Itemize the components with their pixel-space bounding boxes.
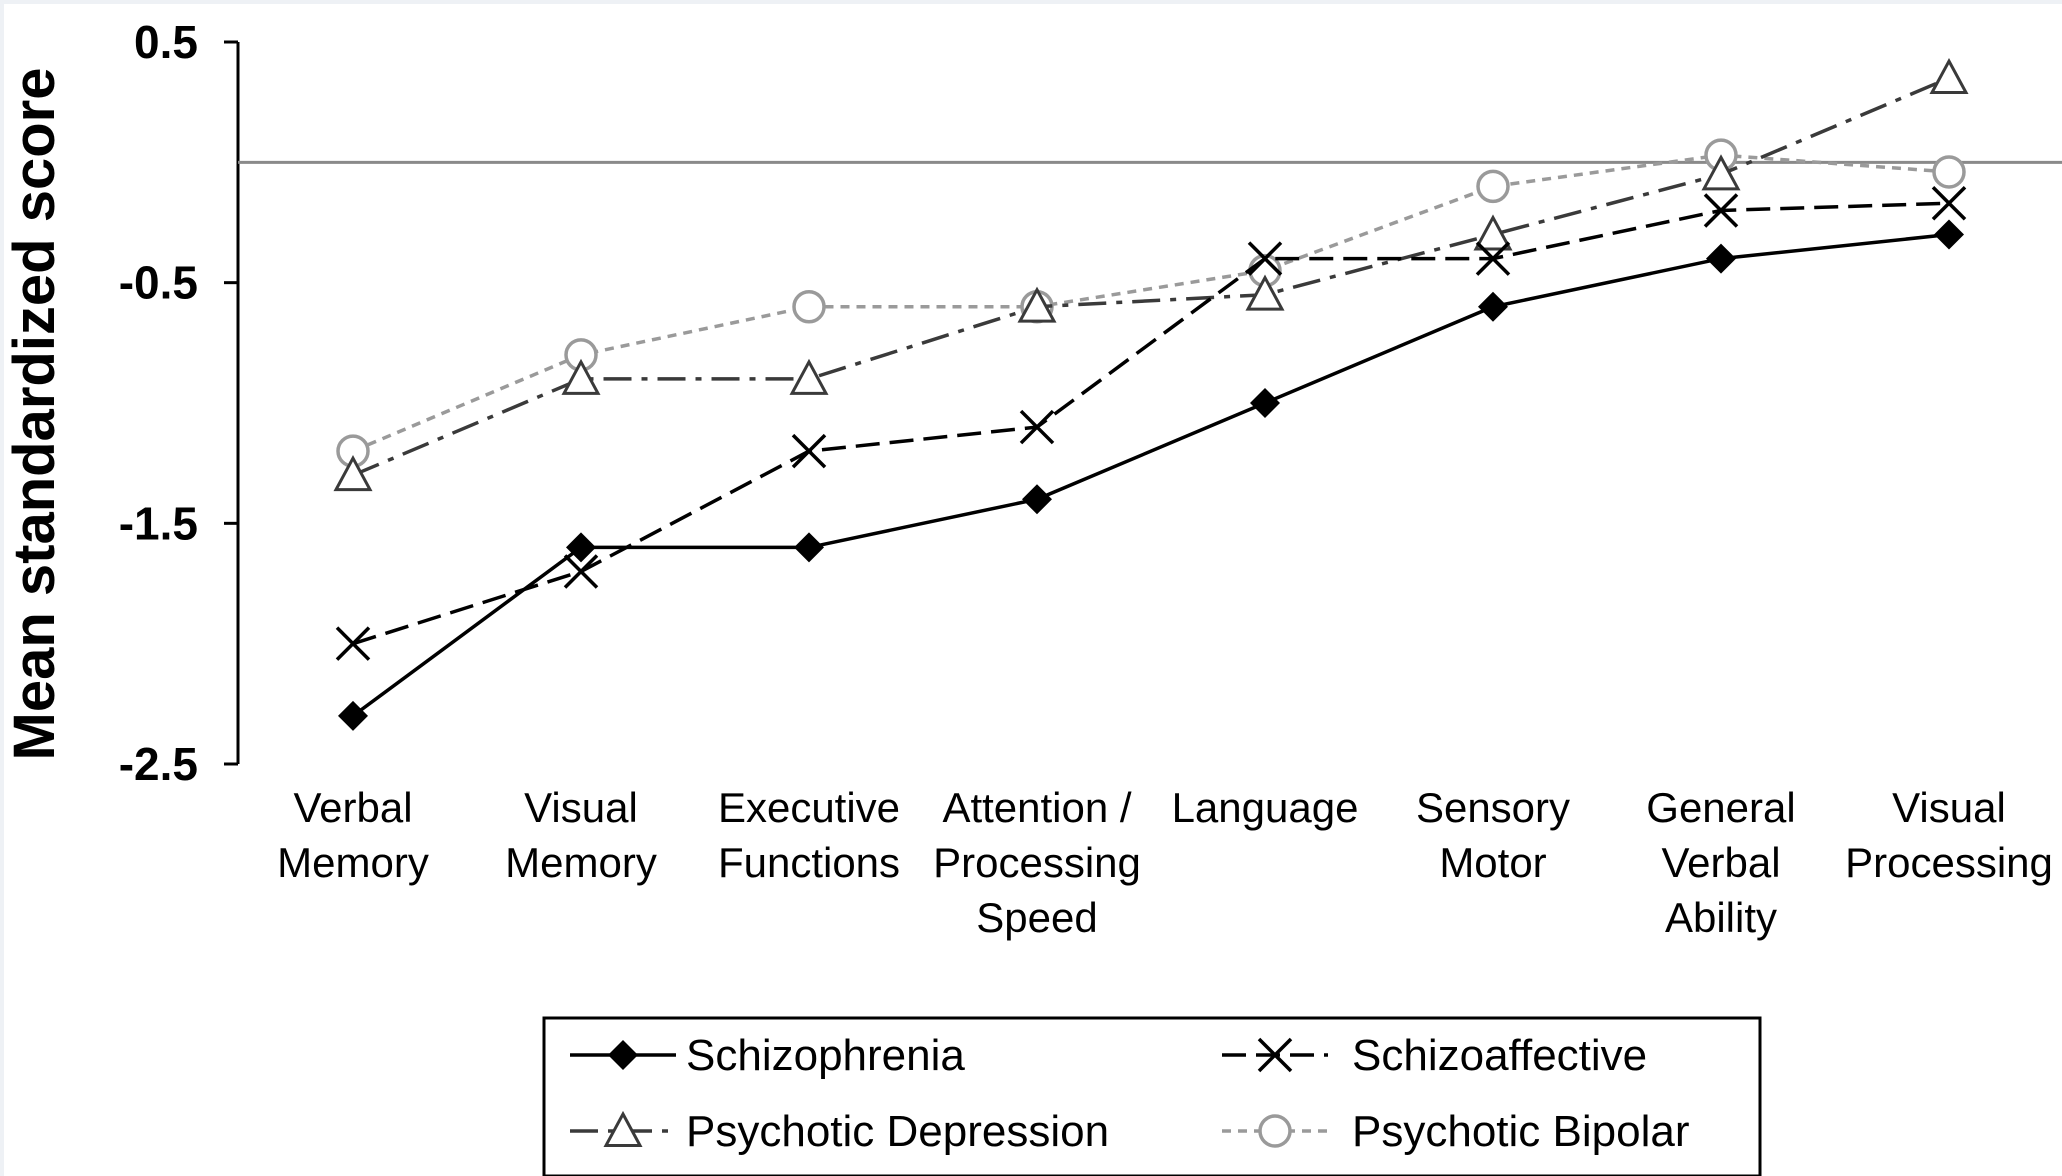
x-tick-label-line: Executive [718,784,900,831]
marker-x-stroke [1019,409,1055,445]
marker-x [563,554,599,589]
left-border [0,0,4,1176]
marker-x [1931,186,1967,221]
marker-x [1475,241,1511,276]
legend-item: Schizoaffective [1222,1031,1647,1080]
x-tick-label-line: General [1646,784,1795,831]
legend-items: Schizophrenia Schizoaffective Psychotic De… [570,1031,1689,1156]
legend-item: Schizophrenia [570,1031,965,1080]
legend-label: Psychotic Bipolar [1352,1107,1689,1156]
x-tick-label-line: Sensory [1416,784,1570,831]
legend-label: Psychotic Depression [686,1107,1109,1156]
x-tick-label-line: Memory [277,839,429,886]
x-tick-label-line: Visual [524,784,638,831]
marker-triangle [1701,154,1741,191]
x-tick-label: Executive Functions [718,784,900,886]
series-psychotic-depression [333,57,1969,492]
marker-x-stroke [791,433,827,469]
legend-label: Schizophrenia [686,1031,965,1080]
axes [224,40,2062,766]
marker-x [1703,193,1739,228]
marker-triangle [1245,274,1285,311]
series-line [352,201,1950,646]
x-tick-label-line: Functions [718,839,900,886]
legend-item: Psychotic Bipolar [1222,1107,1689,1156]
x-tick-label: Visual Memory [505,784,657,886]
legend-label: Schizoaffective [1352,1031,1647,1080]
marker-triangle [789,358,829,395]
marker-x [1019,409,1055,445]
y-ticks: 0.5 -0.5 -1.5 -2.5 [119,16,198,790]
x-tick-label-line: Processing [1845,839,2053,886]
legend-box [542,1016,1762,1176]
series-line [352,76,1950,477]
legend-item: Psychotic Depression [570,1107,1109,1156]
y-axis-title: Mean standardized score [2,68,67,761]
marker-x-stroke [1247,241,1283,276]
marker-diamond [1934,219,1964,250]
x-tick-label: Sensory Motor [1416,784,1570,886]
y-tick-label: -1.5 [119,497,198,549]
x-tick-label: Attention / Processing Speed [933,784,1141,941]
x-tick-label-line: Attention / [942,784,1131,831]
x-tick-label-line: Ability [1665,894,1777,941]
marker-diamond [1706,243,1736,274]
marker-x [1257,1037,1293,1073]
marker-diamond [1478,291,1508,322]
marker-x-stroke [1931,186,1967,221]
marker-x-stroke [1257,1037,1293,1073]
legend: Schizophrenia Schizoaffective Psychotic De… [542,1016,1762,1176]
x-tick-label: Verbal Memory [277,784,429,886]
marker-diamond [1250,388,1280,418]
marker-triangle [333,455,373,492]
marker-x [335,626,371,661]
x-tick-label: Language [1172,784,1359,831]
x-tick-label-line: Processing [933,839,1141,886]
marker-circle [792,289,826,324]
x-tick-label-line: Verbal [1661,839,1780,886]
marker-triangle [1017,286,1057,323]
y-tick-label: -0.5 [119,257,198,309]
x-tick-label-line: Memory [505,839,657,886]
x-tick-label-line: Language [1172,784,1359,831]
marker-triangle [561,358,601,395]
marker-diamond [608,1040,638,1070]
series-line [352,153,1950,453]
marker-x-stroke [335,626,371,661]
marker-triangle [603,1110,643,1147]
x-tick-label: General Verbal Ability [1646,784,1795,941]
marker-triangle [1473,214,1513,251]
x-tick-label-line: Motor [1439,839,1546,886]
series-layer [333,57,1969,731]
marker-diamond [1022,484,1052,515]
series-schizophrenia [338,219,1964,731]
x-tick-label-line: Verbal [293,784,412,831]
marker-x [791,433,827,469]
series-schizoaffective [335,186,1967,661]
marker-diamond [338,700,368,731]
x-tick-label-line: Speed [976,894,1097,941]
marker-x [1247,241,1283,276]
marker-x-stroke [563,554,599,589]
top-border [0,0,2062,4]
marker-circle [1932,155,1966,189]
marker-circle [1258,1114,1292,1148]
y-tick-label: -2.5 [119,738,198,790]
marker-circle [1476,169,1510,204]
marker-x-stroke [1475,241,1511,276]
marker-x-stroke [1703,193,1739,228]
series-line [351,232,1950,718]
marker-diamond [794,532,824,563]
marker-triangle [1929,57,1969,95]
x-tick-label: Visual Processing [1845,784,2053,886]
x-tick-labels: Verbal Memory Visual Memory Executive Functio… [277,784,2053,941]
x-tick-label-line: Visual [1892,784,2006,831]
marker-diamond [566,532,596,563]
y-tick-label: 0.5 [134,16,198,68]
